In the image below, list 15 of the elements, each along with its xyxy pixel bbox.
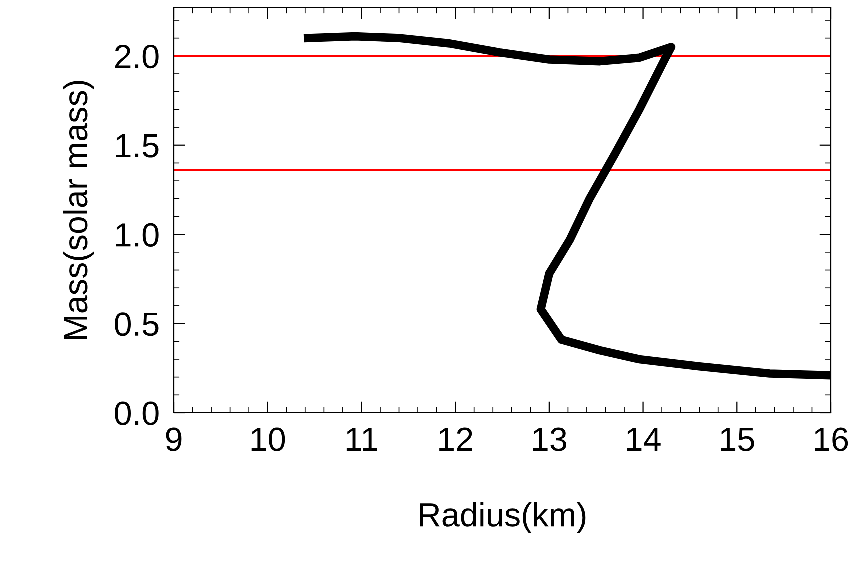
y-tick-label: 1.5 bbox=[116, 134, 159, 158]
x-tick-label: 10 bbox=[252, 428, 286, 452]
x-tick-label: 13 bbox=[533, 428, 567, 452]
y-axis-title: Mass(solar mass) bbox=[63, 81, 94, 340]
x-tick-label: 16 bbox=[815, 428, 848, 452]
y-tick-label: 2.0 bbox=[115, 44, 159, 69]
x-tick-label: 12 bbox=[440, 428, 472, 452]
x-tick-label: 11 bbox=[346, 428, 378, 452]
x-tick-label: 15 bbox=[721, 428, 754, 452]
x-tick-label: 14 bbox=[627, 428, 661, 452]
x-tick-label: 9 bbox=[166, 428, 182, 452]
y-tick-label: 0.5 bbox=[115, 312, 159, 336]
x-axis-title: Radius(km) bbox=[420, 502, 586, 534]
y-tick-label: 1.0 bbox=[116, 223, 159, 247]
y-tick-label: 0.0 bbox=[115, 402, 159, 426]
